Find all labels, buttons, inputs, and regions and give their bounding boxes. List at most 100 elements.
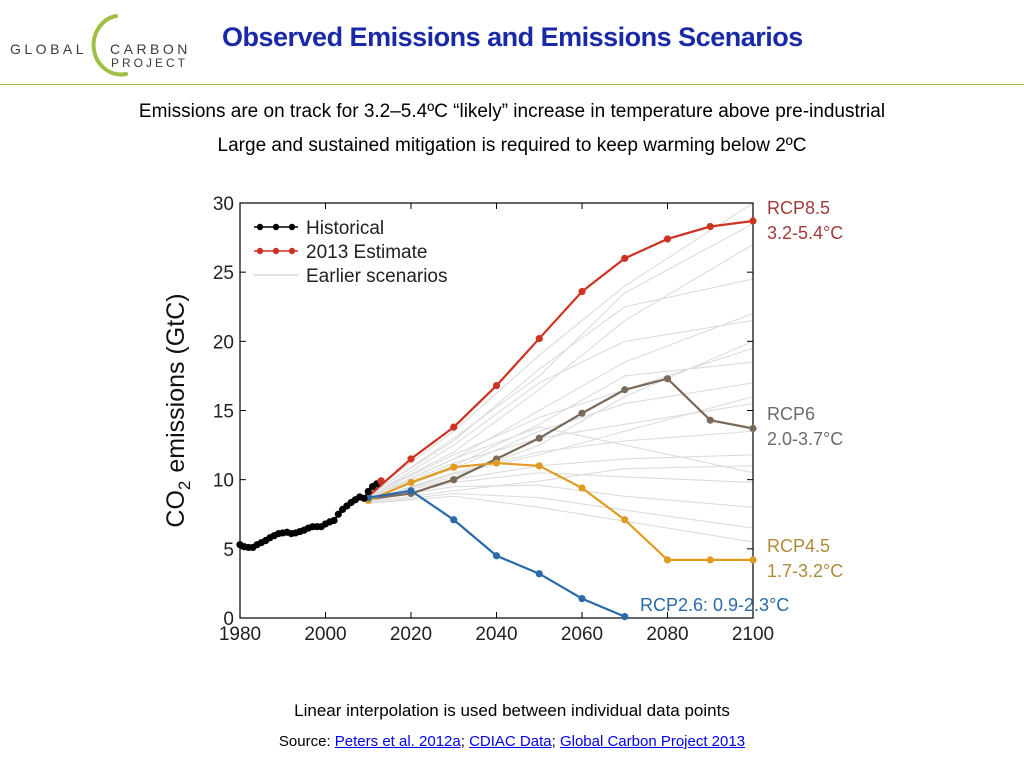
historical-point (360, 494, 368, 502)
earlier-scenario-line (368, 426, 753, 499)
rcp8-5-point (535, 334, 543, 343)
earlier-scenario-line (367, 244, 753, 497)
historical-point (364, 487, 372, 496)
rcp4-5-point (706, 556, 714, 564)
rcp8-5-point (621, 254, 629, 262)
rcp6-point (450, 476, 458, 484)
rcp4-5-label: RCP4.5 (767, 536, 830, 556)
rcp6-label: RCP6 (767, 404, 815, 424)
rcp4-5-point (663, 556, 672, 564)
legend-swatch-marker (288, 247, 296, 255)
rcp4-5-temperature-label: 1.7-3.2°C (767, 561, 843, 581)
page-title: Observed Emissions and Emissions Scenari… (222, 22, 803, 52)
interpolation-note: Linear interpolation is used between ind… (294, 701, 730, 720)
historical-line (239, 483, 378, 549)
header-divider (0, 84, 1024, 85)
y-tick-label: 20 (213, 332, 234, 353)
logo-word-global: GLOBAL (10, 41, 87, 57)
x-tick-label: 2040 (475, 624, 517, 645)
legend-label: Historical (306, 218, 384, 239)
y-tick-label: 25 (213, 263, 234, 284)
logo-word-carbon: CARBON (110, 41, 191, 57)
rcp2-6-point (450, 516, 458, 524)
rcp8-5-point (450, 423, 458, 431)
source-line: Source: Peters et al. 2012a; CDIAC Data;… (0, 733, 1024, 750)
source-link-peters[interactable]: Peters et al. 2012a (334, 733, 461, 750)
rcp6-point (749, 424, 757, 433)
rcp4-5-point (407, 478, 415, 487)
y-tick-label: 30 (213, 194, 234, 215)
earlier-scenario-line (367, 320, 753, 499)
logo-graphic: GLOBAL CARBON PROJECT (10, 14, 191, 77)
rcp2-6-point (492, 552, 501, 560)
rcp8-5-label: RCP8.5 (767, 198, 830, 218)
y-axis-label-subscript: 2 (175, 481, 194, 490)
earlier-scenario-line (368, 396, 753, 501)
historical-point (334, 510, 342, 518)
rcp2-6-point (535, 570, 543, 578)
rcp8-5-temperature-label: 3.2-5.4°C (767, 223, 843, 243)
rcp4-5-point (578, 484, 586, 492)
rcp4-5-point (621, 516, 629, 524)
earlier-scenario-line (368, 340, 753, 500)
y-axis-label-prefix: CO (162, 490, 190, 528)
earlier-scenario-line (368, 484, 753, 508)
historical-point (330, 516, 338, 525)
rcp6-line (368, 377, 754, 501)
rcp6-temperature-label: 2.0-3.7°C (767, 429, 843, 449)
rcp2-6-point (407, 487, 415, 495)
legend-label: Earlier scenarios (306, 266, 448, 287)
logo-arc (91, 14, 128, 77)
rcp4-5-point (749, 556, 757, 564)
legend-swatch-marker (256, 247, 264, 255)
rcp8-5-point (706, 222, 714, 231)
global-carbon-project-logo: GLOBAL CARBON PROJECT (8, 4, 198, 82)
y-axis-label: CO2 emissions (GtC) (162, 293, 194, 527)
source-link-cdiac[interactable]: CDIAC Data (469, 733, 552, 750)
earlier-scenario-line (368, 495, 753, 543)
logo-word-project: PROJECT (111, 56, 188, 70)
subtitle-line-2: Large and sustained mitigation is requir… (217, 135, 807, 156)
rcp8-5-point (749, 217, 757, 225)
earlier-scenario-line (368, 465, 753, 503)
legend-swatch-marker (272, 223, 280, 231)
rcp2-6-point (621, 613, 629, 621)
rcp8-5-point (407, 455, 415, 463)
estimate-2013-point (377, 477, 385, 485)
y-tick-label: 5 (223, 540, 234, 561)
earlier-scenario-line (368, 430, 753, 501)
source-link-gcp[interactable]: Global Carbon Project 2013 (559, 733, 746, 750)
x-tick-label: 2080 (646, 624, 688, 645)
emissions-chart: 0 5 10 15 20 25 30 1980 2000 2020 2040 2060 2080 2100… (150, 186, 880, 652)
y-axis-label-suffix: emissions (GtC) (162, 293, 190, 472)
legend-label: 2013 Estimate (306, 242, 427, 263)
x-tick-label: 1980 (219, 624, 261, 645)
rcp4-5-point (492, 459, 501, 467)
rcp6-point (535, 434, 543, 442)
earlier-scenario-line (367, 203, 753, 494)
earlier-scenario-line (368, 492, 753, 529)
y-tick-label: 10 (213, 471, 234, 492)
rcp8-5-point (663, 235, 672, 243)
subtitle-line-1: Emissions are on track for 3.2–5.4ºC “li… (138, 101, 886, 122)
y-tick-label: 0 (223, 609, 234, 630)
rcp4-5-line (367, 461, 753, 561)
earlier-scenario-line (368, 382, 753, 500)
earlier-scenario-line (367, 278, 753, 496)
rcp2-6-label: RCP2.6: 0.9-2.3°C (640, 595, 789, 615)
earlier-scenario-line (367, 223, 753, 497)
rcp8-5-point (492, 382, 501, 390)
rcp6-point (578, 409, 586, 417)
rcp2-6-point (578, 595, 586, 603)
x-tick-label: 2000 (304, 624, 346, 645)
source-prefix: Source: (278, 733, 335, 750)
emissions-chart-svg: 0 5 10 15 20 25 30 1980 2000 2020 2040 2060 2080 2100… (162, 194, 843, 645)
rcp6-point (663, 375, 672, 383)
y-tick-label: 15 (213, 402, 234, 423)
rcp4-5-point (450, 463, 458, 471)
rcp8-5-point (578, 287, 586, 296)
legend-swatch-marker (256, 223, 264, 231)
source-separator: ; (551, 733, 560, 750)
rcp6-point (706, 416, 714, 424)
x-tick-label: 2060 (561, 624, 603, 645)
